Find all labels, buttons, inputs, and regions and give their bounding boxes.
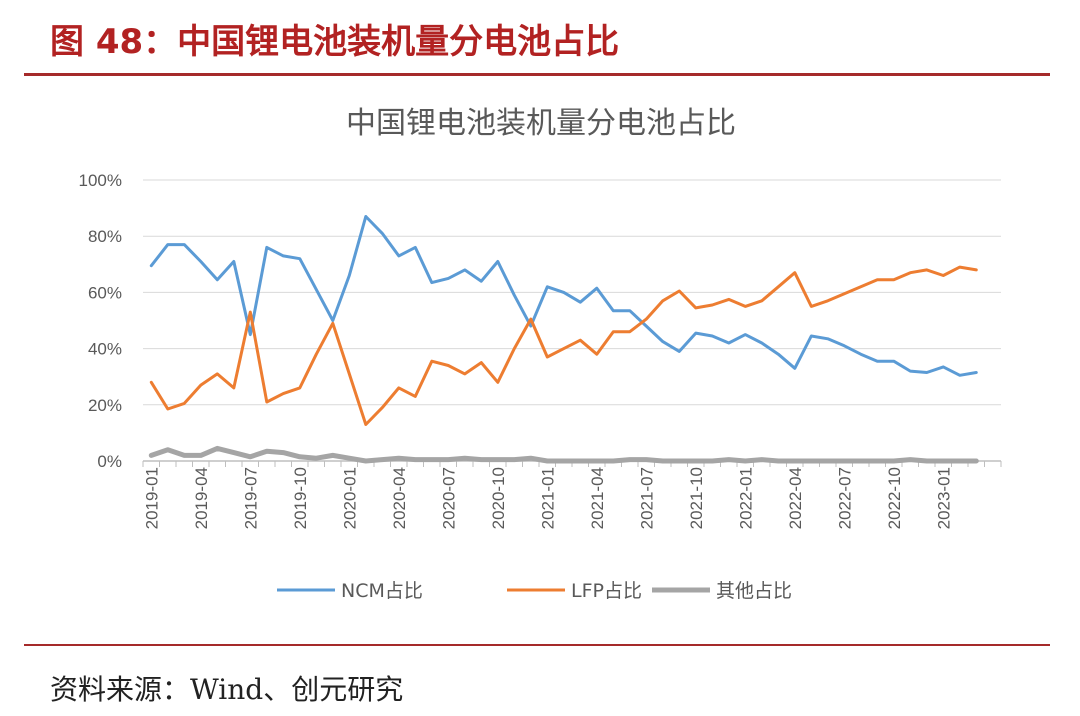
gridlines — [143, 179, 1001, 406]
source-note: 资料来源：Wind、创元研究 — [50, 673, 404, 706]
legend: NCM占比 LFP占比 其他占比 — [277, 580, 792, 602]
x-tick-label: 2021-01 — [538, 467, 557, 529]
x-tick-label: 2022-07 — [835, 467, 854, 529]
x-tick-label: 2020-10 — [489, 467, 508, 529]
x-tick-label: 2023-01 — [934, 467, 953, 529]
x-tick-label: 2020-04 — [390, 467, 409, 529]
y-tick-label: 60% — [88, 283, 122, 302]
x-tick-label: 2019-01 — [142, 467, 161, 529]
series-line-3 — [148, 445, 979, 464]
x-tick-label: 2020-07 — [439, 467, 458, 529]
legend-label: 其他占比 — [716, 580, 792, 602]
chart-title: 中国锂电池装机量分电池占比 — [346, 106, 736, 141]
x-tick-label: 2022-10 — [885, 467, 904, 529]
x-tick-label: 2020-01 — [340, 467, 359, 529]
y-tick-label: 20% — [88, 396, 122, 415]
y-tick-label: 80% — [88, 227, 122, 246]
x-tick-label: 2021-04 — [588, 467, 607, 529]
y-tick-label: 40% — [88, 340, 122, 359]
x-tick-label: 2021-07 — [637, 467, 656, 529]
title-divider — [24, 73, 1050, 76]
legend-label: NCM占比 — [341, 580, 423, 602]
y-tick-label: 100% — [79, 171, 122, 190]
x-tick-label: 2021-10 — [687, 467, 706, 529]
source-divider — [24, 644, 1050, 646]
y-axis-ticks: 0% 20% 40% 60% 80% 100% — [79, 171, 122, 471]
figure-title: 图 48：中国锂电池装机量分电池占比 — [50, 22, 620, 62]
series-lines — [148, 215, 979, 464]
x-axis: 2019-01 2019-04 2019-07 2019-10 2020-01 2020-… — [142, 460, 1002, 529]
series-line-1 — [149, 215, 978, 377]
x-tick-label: 2019-04 — [192, 467, 211, 529]
series-line-2 — [149, 265, 978, 426]
x-tick-label: 2019-07 — [241, 467, 260, 529]
legend-label: LFP占比 — [571, 580, 642, 602]
x-tick-label: 2019-10 — [291, 467, 310, 529]
x-tick-label: 2022-04 — [786, 467, 805, 529]
x-tick-label: 2022-01 — [736, 467, 755, 529]
y-tick-label: 0% — [97, 452, 122, 471]
